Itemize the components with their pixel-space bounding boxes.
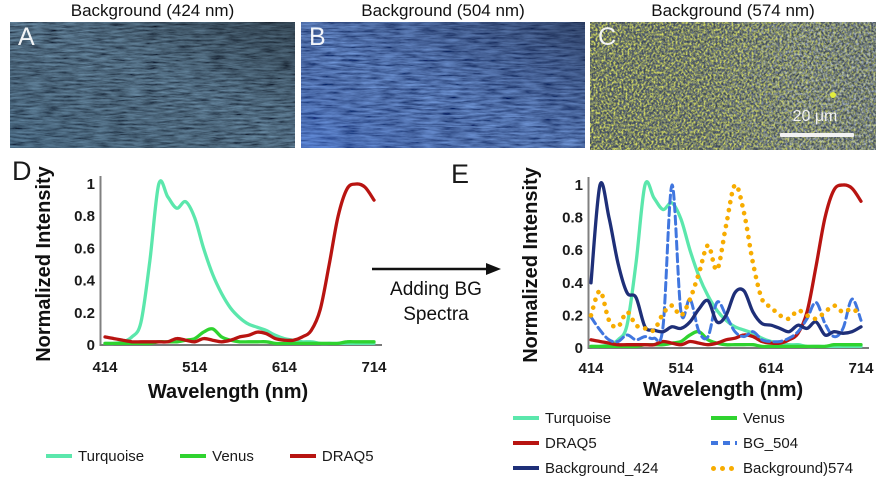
legend-label: Turquoise — [78, 447, 145, 465]
y-tick-label: 0.8 — [562, 210, 583, 227]
solid-line-swatch-icon — [289, 454, 316, 458]
panel-c-title: Background (574 nm) — [651, 1, 815, 20]
y-tick-label: 0.2 — [562, 307, 583, 324]
legend-label: DRAQ5 — [321, 447, 374, 465]
micrograph-c-image — [590, 22, 876, 150]
y-tick-label: 0.2 — [74, 305, 95, 322]
y-axis-title: Normalized Intensity — [33, 165, 55, 361]
legend-label: Background)574 — [743, 459, 854, 477]
x-tick-label: 514 — [182, 359, 208, 376]
arrow-caption-line1: Adding BG — [390, 279, 482, 300]
solid-line-swatch-icon — [180, 454, 207, 458]
arrow-caption-line2: Spectra — [403, 304, 469, 326]
y-tick-label: 0.6 — [562, 242, 583, 259]
micrograph-background-504: B — [301, 22, 585, 148]
scale-bar — [780, 133, 854, 137]
spectrum-chart-d: 0 0.2 0.4 0.6 0.8 1 414 514 614 714 Wavelength (nm… — [33, 165, 387, 403]
y-tick-label: 0.4 — [74, 273, 96, 290]
x-tick-label: 714 — [848, 360, 874, 377]
series-line-turquoise — [103, 179, 376, 346]
series-line-background-574 — [588, 182, 864, 334]
legend-e: Turquoise Venus DRAQ5 BG_504 Background_424 B… — [513, 407, 881, 479]
solid-line-swatch-icon — [513, 466, 539, 470]
x-tick-label: 714 — [361, 359, 387, 376]
legend-label: BG_504 — [743, 434, 799, 452]
legend-d: Turquoise Venus DRAQ5 — [46, 445, 374, 467]
y-tick-label: 1 — [87, 176, 95, 193]
panel-a-title: Background (424 nm) — [70, 1, 235, 20]
series-line-venus — [589, 329, 863, 349]
legend-item-venus: Venus — [180, 445, 254, 467]
panel-d-letter: D — [12, 156, 32, 186]
legend-item-draq5: DRAQ5 — [289, 445, 374, 467]
y-tick-label: 0.4 — [562, 275, 584, 292]
x-axis-title: Wavelength (nm) — [148, 381, 308, 403]
panel-b-title: Background (504 nm) — [361, 1, 525, 20]
legend-item-venus: Venus — [711, 407, 881, 429]
panel-b-letter: B — [309, 23, 326, 51]
legend-item-bg-504: BG_504 — [711, 432, 881, 454]
legend-item-background-424: Background_424 — [513, 457, 711, 479]
x-tick-label: 514 — [668, 360, 694, 377]
y-axis-title: Normalized Intensity — [520, 166, 542, 362]
spectrum-chart-e: 0 0.2 0.4 0.6 0.8 1 414 514 614 714 Wavelength (nm… — [520, 166, 874, 401]
x-tick-label: 614 — [272, 359, 298, 376]
solid-line-swatch-icon — [513, 416, 539, 420]
solid-line-swatch-icon — [513, 441, 539, 445]
series-line-background-424 — [589, 181, 863, 337]
x-tick-label: 414 — [578, 360, 604, 377]
arrow-caption: Adding BG Spectra — [362, 277, 510, 327]
legend-item-turquoise: Turquoise — [513, 407, 711, 429]
legend-label: DRAQ5 — [545, 434, 597, 452]
legend-item-draq5: DRAQ5 — [513, 432, 711, 454]
y-tick-label: 0 — [575, 340, 583, 357]
legend-label: Turquoise — [545, 409, 612, 427]
micrograph-background-574: C 20 μm — [590, 22, 876, 150]
legend-label: Background_424 — [545, 459, 659, 477]
series-line-draq5 — [589, 183, 863, 347]
panel-c-letter: C — [598, 23, 617, 51]
legend-item-turquoise: Turquoise — [46, 445, 144, 467]
legend-item-background-574: Background)574 — [711, 457, 881, 479]
x-tick-label: 614 — [758, 360, 784, 377]
dotted-line-swatch-icon — [711, 465, 716, 471]
dashed-line-swatch-icon — [711, 441, 737, 445]
panel-a-letter: A — [18, 23, 35, 51]
x-axis-title: Wavelength (nm) — [643, 379, 803, 401]
solid-line-swatch-icon — [46, 454, 72, 458]
series-line-draq5 — [103, 182, 376, 344]
series-line-bg-504 — [589, 183, 863, 344]
y-tick-label: 1 — [575, 177, 583, 194]
scale-bar-label: 20 μm — [792, 108, 838, 125]
right-arrow-icon — [372, 263, 501, 275]
micrograph-b-image — [301, 22, 585, 148]
x-tick-label: 414 — [92, 359, 118, 376]
panel-e-letter: E — [451, 159, 470, 189]
micrograph-background-424: A — [10, 22, 295, 148]
y-tick-label: 0.6 — [74, 240, 95, 257]
micrograph-a-image — [10, 22, 295, 148]
solid-line-swatch-icon — [711, 416, 737, 420]
y-tick-label: 0.8 — [74, 208, 95, 225]
y-tick-label: 0 — [87, 337, 95, 354]
legend-label: Venus — [212, 447, 254, 465]
legend-label: Venus — [743, 409, 785, 427]
